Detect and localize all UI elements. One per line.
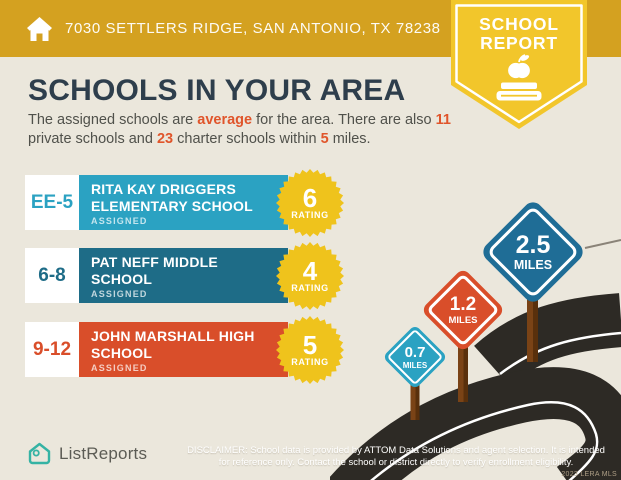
- lower-road-line: [370, 401, 599, 480]
- address-text: 7030 SETTLERS RIDGE, SAN ANTONIO, TX 782…: [65, 20, 441, 37]
- sign-post: [458, 305, 468, 402]
- badge-ribbon-shape: [451, 0, 587, 129]
- badge-title: SCHOOL REPORT: [479, 14, 559, 53]
- horizon-road-line: [584, 239, 621, 249]
- school-report-badge: SCHOOL REPORT: [451, 0, 587, 132]
- assigned-label: ASSIGNED: [91, 216, 148, 226]
- page-title: SCHOOLS IN YOUR AREA: [28, 74, 406, 107]
- disclaimer-text: DISCLAIMER: School data is provided by A…: [187, 445, 605, 468]
- school-bar: JOHN MARSHALL HIGH SCHOOL ASSIGNED: [79, 322, 288, 377]
- grade-range-box: 9-12: [25, 322, 79, 377]
- listreports-icon: [28, 442, 51, 465]
- lower-road: [330, 367, 621, 480]
- rating-label: RATING: [291, 357, 329, 367]
- sign-unit: MILES: [513, 258, 553, 272]
- rating-label: RATING: [291, 210, 329, 220]
- upper-road: [474, 293, 621, 387]
- apple-icon: [508, 54, 530, 79]
- assigned-label: ASSIGNED: [91, 363, 148, 373]
- rating-burst: 6 RATING: [276, 169, 344, 237]
- rating-label: RATING: [291, 283, 329, 293]
- intro-text: The assigned schools are average for the…: [28, 112, 451, 147]
- highlight-average: average: [197, 112, 253, 128]
- sign-unit: MILES: [448, 314, 478, 326]
- school-card: EE-5 RITA KAY DRIGGERS ELEMENTARY SCHOOL…: [25, 169, 355, 237]
- sign-value: 2.5: [515, 231, 551, 259]
- sign-post: [527, 248, 538, 362]
- upper-road-line: [499, 331, 621, 375]
- rating-value: 4: [302, 256, 318, 286]
- rating-burst: 5 RATING: [276, 316, 344, 384]
- home-icon: [27, 16, 52, 41]
- brand-name: ListReports: [59, 443, 148, 463]
- brand-logo: ListReports: [28, 442, 147, 465]
- sign-value: 0.7: [404, 343, 426, 361]
- assigned-label: ASSIGNED: [91, 289, 148, 299]
- highlight-charter-count: 23: [156, 131, 174, 147]
- book-icon: [496, 82, 542, 101]
- school-name: RITA KAY DRIGGERS ELEMENTARY SCHOOL: [91, 181, 253, 214]
- rating-value: 6: [302, 183, 318, 213]
- sign-value: 1.2: [449, 293, 477, 315]
- grade-range-box: EE-5: [25, 175, 79, 230]
- highlight-private-count: 11: [435, 112, 451, 128]
- rating-burst: 4 RATING: [276, 242, 344, 310]
- distance-sign: 2.5 MILES: [478, 197, 588, 307]
- burst-star-icon: [276, 242, 344, 310]
- sign-unit: MILES: [402, 360, 428, 370]
- school-name: PAT NEFF MIDDLE SCHOOL: [91, 254, 218, 287]
- school-name: JOHN MARSHALL HIGH SCHOOL: [91, 328, 255, 361]
- school-bar: RITA KAY DRIGGERS ELEMENTARY SCHOOL ASSI…: [79, 175, 288, 230]
- burst-star-icon: [276, 169, 344, 237]
- highlight-miles: 5: [320, 131, 329, 147]
- grade-range-box: 6-8: [25, 248, 79, 303]
- school-card: 9-12 JOHN MARSHALL HIGH SCHOOL ASSIGNED …: [25, 316, 355, 384]
- distance-sign: 0.7 MILES: [382, 324, 448, 390]
- distance-sign: 1.2 MILES: [419, 266, 507, 354]
- rating-value: 5: [302, 330, 318, 360]
- school-card: 6-8 PAT NEFF MIDDLE SCHOOL ASSIGNED 4 RA…: [25, 242, 355, 310]
- burst-star-icon: [276, 316, 344, 384]
- mls-watermark: 2023 LERA MLS: [561, 471, 617, 478]
- school-bar: PAT NEFF MIDDLE SCHOOL ASSIGNED: [79, 248, 288, 303]
